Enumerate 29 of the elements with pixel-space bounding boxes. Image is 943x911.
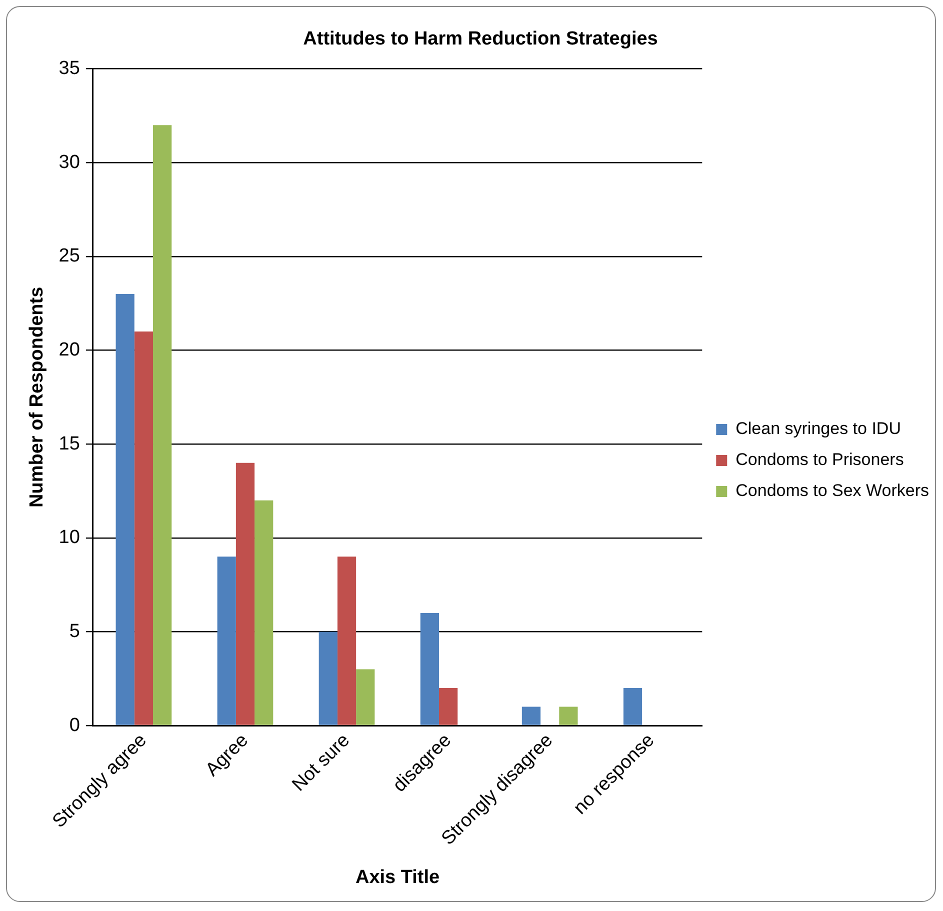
bar <box>254 500 274 725</box>
bar <box>420 612 439 725</box>
y-tick-label: 10 <box>58 527 80 548</box>
y-tick-label: 0 <box>69 714 80 736</box>
bar <box>236 462 255 725</box>
bar <box>318 632 338 725</box>
legend-label: Condoms to Sex Workers <box>736 481 930 500</box>
y-tick-label: 5 <box>69 620 80 642</box>
y-tick-label: 30 <box>58 152 80 173</box>
legend-label: Clean syringes to IDU <box>736 419 901 438</box>
y-tick-label: 20 <box>58 339 80 360</box>
y-axis-title: Number of Respondents <box>26 286 48 508</box>
bar <box>337 556 356 725</box>
bar <box>153 125 172 725</box>
chart-title: Attitudes to Harm Reduction Strategies <box>303 28 658 50</box>
bar <box>217 556 236 725</box>
bar <box>134 331 154 725</box>
y-tick-label: 15 <box>58 433 80 454</box>
x-axis-title: Axis Title <box>355 866 440 888</box>
y-tick-label: 35 <box>58 58 80 80</box>
bar <box>559 706 578 725</box>
bar <box>623 688 642 725</box>
bar <box>356 669 375 725</box>
bar <box>116 294 134 725</box>
legend-label: Condoms to Prisoners <box>736 450 904 470</box>
bar <box>438 688 458 725</box>
x-tick-label: Not sure <box>288 730 354 796</box>
y-tick-label: 25 <box>58 246 80 267</box>
bar <box>522 706 541 725</box>
